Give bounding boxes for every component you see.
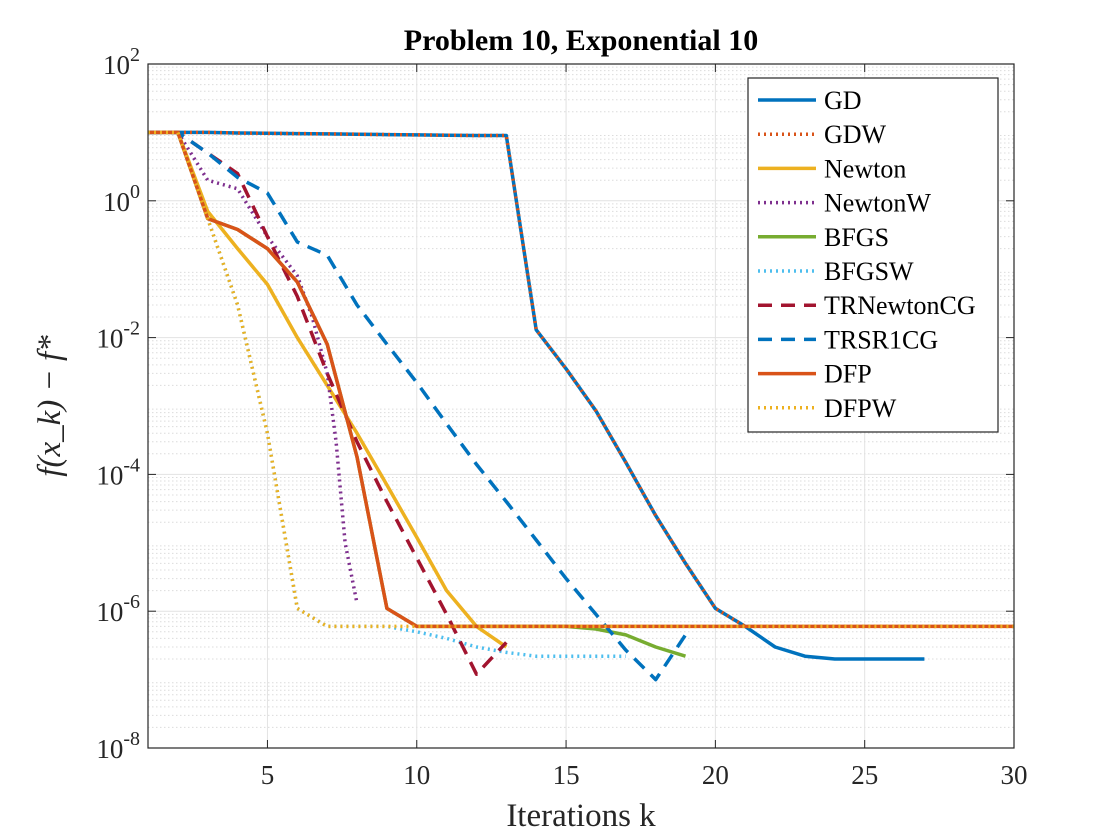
axis-ticks: 5 10 15 20 25 30 102 100 10-2 10-4 10-6 10-8 [96,44,1027,790]
series-line-bfgsw [148,130,626,658]
series-line-gd [148,130,925,661]
series-line-newtonw [148,130,359,604]
chart-title: Problem 10, Exponential 10 [404,24,758,57]
chart-legend: GD GDW Newton NewtonW BFGS BFGSW TRNewtonCG TRS… [747,77,999,433]
x-tick-label: 5 [261,760,275,790]
legend-label-gd: GD [824,86,862,115]
x-axis-label: Iterations k [506,798,656,834]
x-tick-label: 10 [403,760,430,790]
series-line-trnewtoncg [148,130,508,676]
legend-label-bfgs: BFGS [824,223,889,252]
legend-label-gdw: GDW [824,120,887,149]
y-tick-label: 10-8 [96,728,140,764]
legend-label-bfgsw: BFGSW [824,257,914,286]
x-tick-label: 30 [1001,760,1028,790]
x-tick-label: 20 [702,760,729,790]
plot-area-frame [147,63,1015,749]
chart-grid [148,63,1015,749]
y-axis-label: f(x_k) − f* [32,335,68,477]
x-tick-label: 25 [851,760,878,790]
y-tick-label: 10-6 [96,591,140,627]
y-tick-label: 102 [103,44,140,80]
y-tick-label: 100 [103,181,140,217]
legend-label-newtonw: NewtonW [824,189,931,218]
series-line-trsr1cg [148,130,687,682]
series-line-dfpw [148,130,1014,629]
y-tick-label: 10-4 [96,454,140,490]
legend-label-trnewtoncg: TRNewtonCG [824,291,976,320]
y-tick-label: 10-2 [96,318,140,354]
legend-label-dfp: DFP [824,360,872,389]
x-tick-label: 15 [553,760,580,790]
legend-label-newton: Newton [824,154,906,183]
legend-label-dfpw: DFPW [824,394,897,423]
chart-series-group [148,130,1014,682]
legend-label-trsr1cg: TRSR1CG [824,325,938,354]
